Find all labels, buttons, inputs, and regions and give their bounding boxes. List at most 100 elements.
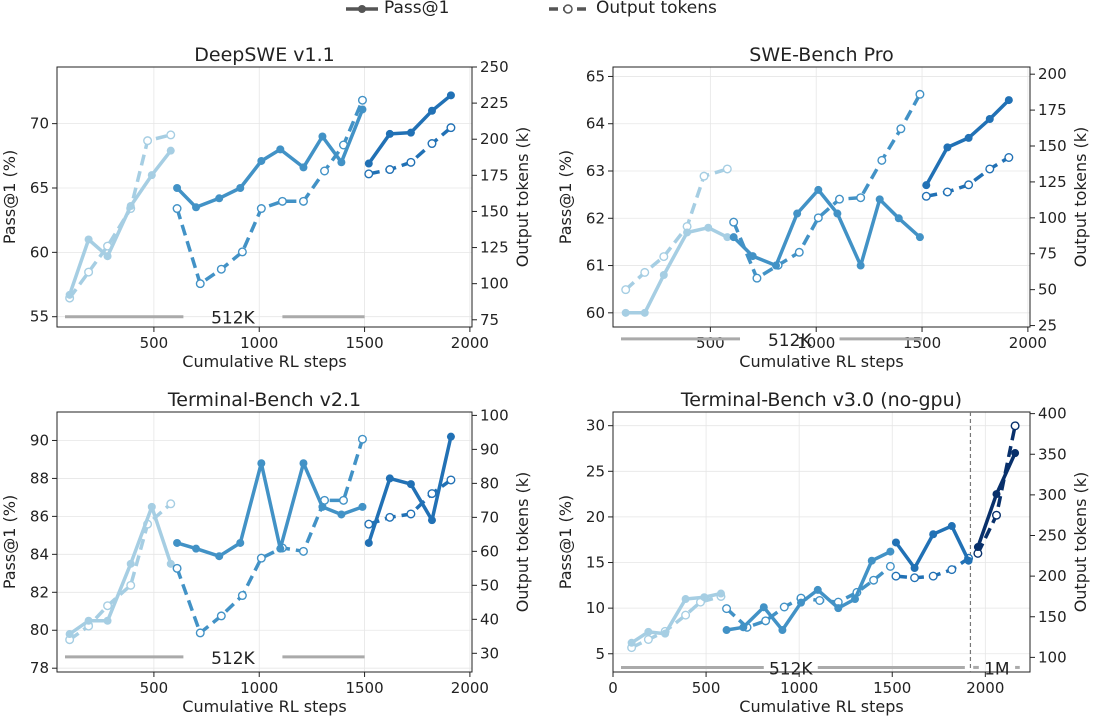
tokens-point <box>815 596 825 606</box>
y2-tick-label: 300 <box>1038 486 1067 504</box>
tokens-point <box>256 204 266 214</box>
pass1-point <box>147 171 156 180</box>
series-pass1-line <box>924 98 1011 187</box>
x-axis-label: Cumulative RL steps <box>739 352 903 371</box>
series-pass1-line <box>175 108 365 210</box>
pass1-point <box>729 233 738 242</box>
pass1-point <box>627 638 636 647</box>
pass1-point <box>192 203 201 212</box>
pass1-point <box>147 502 156 511</box>
tokens-point <box>910 573 920 583</box>
pass1-point <box>276 544 285 553</box>
tokens-point <box>216 611 226 621</box>
x-tick-label: 1000 <box>797 334 835 352</box>
tokens-point <box>357 95 367 105</box>
y-tick-label: 30 <box>586 417 605 435</box>
pass1-point <box>84 235 93 244</box>
y2-tick-label: 150 <box>1038 608 1067 626</box>
pass1-point <box>364 159 373 168</box>
tokens-point <box>834 194 844 204</box>
tokens-point <box>722 164 732 174</box>
pass1-point <box>126 559 135 568</box>
pass1-point <box>1004 96 1013 105</box>
series-tokens-line <box>725 565 892 630</box>
pass1-point <box>406 480 415 489</box>
pass1-point <box>385 129 394 138</box>
pass1-point <box>126 202 135 211</box>
pass1-point <box>759 603 768 612</box>
tokens-point <box>729 217 739 227</box>
pass1-point <box>644 627 653 636</box>
chart-title: Terminal-Bench v3.0 (no-gpu) <box>680 389 962 411</box>
chart-title: SWE-Bench Pro <box>749 44 893 66</box>
y-tick-label: 55 <box>30 308 49 326</box>
pass1-point <box>875 195 884 204</box>
pass1-point <box>891 538 900 547</box>
y-tick-label: 90 <box>30 431 49 449</box>
y2-tick-label: 100 <box>480 275 509 293</box>
series-tokens-line <box>175 99 365 286</box>
pass1-point <box>358 502 367 511</box>
y2-tick-label: 50 <box>1038 281 1057 299</box>
tokens-point <box>947 565 957 575</box>
tokens-point <box>681 610 691 620</box>
tokens-point <box>856 193 866 203</box>
tokens-point <box>885 561 895 571</box>
chart-title: DeepSWE v1.1 <box>194 44 334 66</box>
y2-tick-label: 200 <box>1038 567 1067 585</box>
tokens-point <box>364 169 374 179</box>
series-tokens-line <box>732 93 922 280</box>
pass1-point <box>947 522 956 531</box>
pass1-point <box>985 115 994 123</box>
y2-axis-label: Output tokens (k) <box>1071 127 1090 268</box>
context-label-512k: 512K <box>211 649 255 669</box>
tokens-point <box>195 628 205 638</box>
y2-tick-label: 40 <box>480 610 499 628</box>
tokens-point <box>699 171 709 181</box>
x-tick-label: 1500 <box>873 679 911 697</box>
pass1-point <box>166 146 175 155</box>
pass1-point <box>748 252 757 261</box>
tokens-point <box>320 166 330 176</box>
series-pass1-line <box>726 550 892 632</box>
y-axis-label: Pass@1 (%) <box>0 150 19 244</box>
pass1-point <box>704 223 713 232</box>
context-label-512k: 512K <box>768 331 812 351</box>
y-tick-label: 78 <box>30 659 49 677</box>
pass1-point <box>922 181 931 190</box>
pass1-point <box>318 502 327 511</box>
tokens-point <box>237 591 247 601</box>
tokens-point <box>237 247 247 257</box>
axes-frame <box>612 411 1031 673</box>
pass1-point <box>681 595 690 604</box>
x-axis-label: Cumulative RL steps <box>182 352 346 371</box>
tokens-point <box>446 475 456 485</box>
pass1-point <box>851 595 860 604</box>
y2-tick-label: 200 <box>480 130 509 148</box>
series-tokens-line <box>68 502 172 642</box>
tokens-point <box>385 512 395 522</box>
y-tick-label: 82 <box>30 583 49 601</box>
pass1-point <box>723 233 732 242</box>
pass1-point <box>385 474 394 483</box>
tokens-point <box>446 123 456 133</box>
tokens-point <box>427 139 437 149</box>
y-tick-label: 63 <box>586 162 605 180</box>
y-axis-label: Pass@1 (%) <box>556 150 575 244</box>
y-tick-label: 64 <box>586 115 605 133</box>
tokens-point <box>869 575 879 585</box>
y2-tick-label: 30 <box>480 644 499 662</box>
x-tick-label: 500 <box>140 679 169 697</box>
y-tick-label: 15 <box>586 554 605 572</box>
pass1-point <box>683 228 692 237</box>
pass1-point <box>358 105 367 114</box>
tokens-point <box>103 601 113 611</box>
pass1-point <box>337 158 346 167</box>
y-tick-label: 60 <box>586 304 605 322</box>
pass1-point <box>299 163 308 172</box>
x-tick-label: 2000 <box>451 679 489 697</box>
chart-panel-4: Terminal-Bench v3.0 (no-gpu) 0 500 1000 1500… <box>556 389 1090 716</box>
pass1-point <box>236 183 245 192</box>
tokens-point <box>364 519 374 529</box>
